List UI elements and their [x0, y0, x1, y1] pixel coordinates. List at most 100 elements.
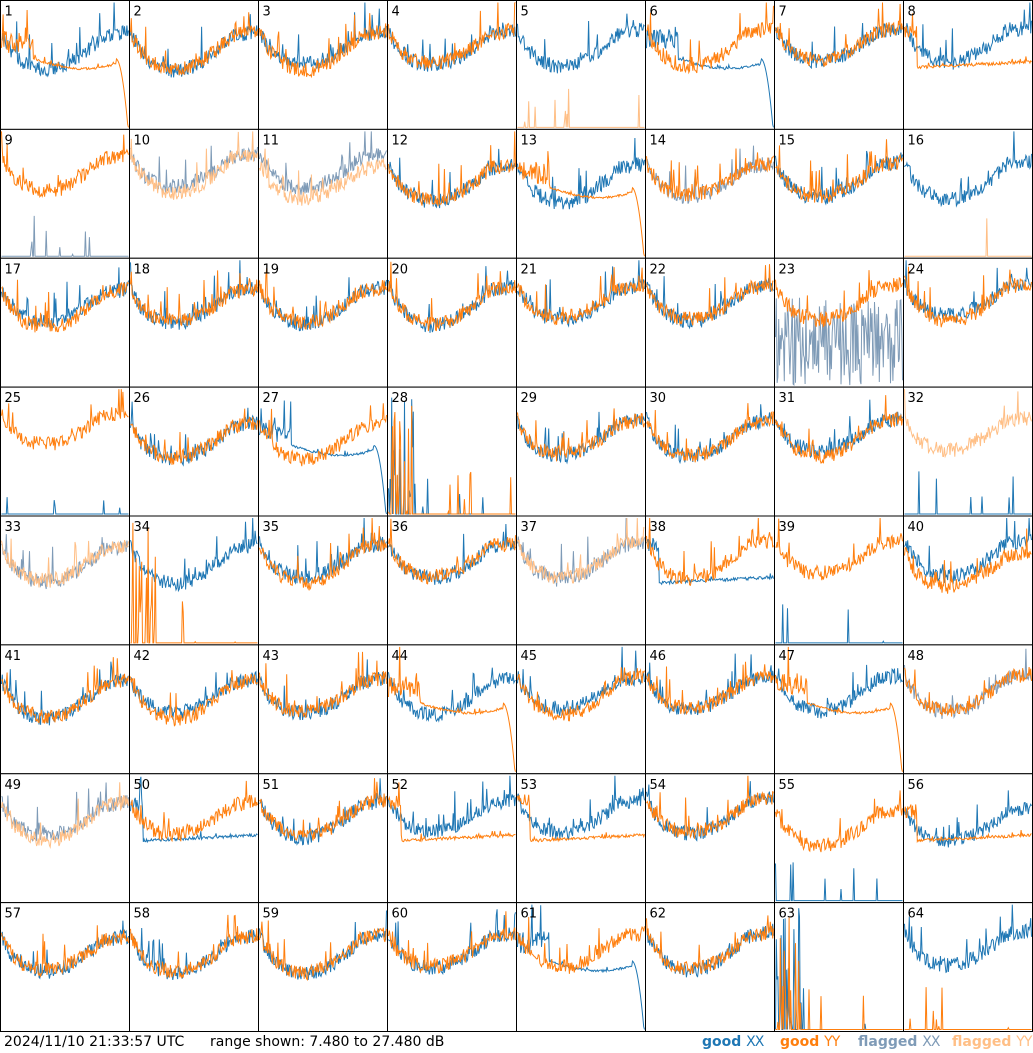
panel-label: 5: [521, 5, 529, 20]
panel-label: 43: [263, 649, 280, 664]
panel-label: 16: [908, 133, 925, 148]
panel-frame: [129, 515, 259, 646]
panel-60: 60: [387, 902, 517, 1032]
trace-yy-15: [775, 139, 903, 204]
trace-yy-27: [259, 403, 387, 467]
panel-label: 13: [521, 133, 538, 148]
panel-2: 2: [129, 0, 259, 130]
panel-33: 33: [0, 515, 130, 646]
panel-label: 33: [5, 520, 22, 535]
trace-xx-56: [904, 790, 1032, 848]
panel-55: 55: [774, 773, 904, 904]
panel-frame: [387, 515, 517, 646]
panel-frame: [129, 257, 259, 388]
panel-label: 25: [5, 391, 22, 406]
trace-yy-38: [646, 517, 774, 587]
trace-xx-35: [259, 517, 387, 585]
panel-51: 51: [258, 773, 388, 904]
trace-yy-43: [259, 651, 387, 718]
trace-yy-54: [646, 775, 774, 839]
panel-label: 6: [650, 5, 658, 20]
trace-yy-40: [904, 528, 1032, 594]
panel-1: 1: [0, 0, 130, 130]
panel-25: 25: [0, 386, 130, 517]
trace-yy-6: [646, 2, 774, 75]
trace-xx-52: [388, 775, 516, 840]
panel-53: 53: [516, 773, 646, 904]
panel-30: 30: [645, 386, 775, 517]
panel-label: 22: [650, 262, 667, 277]
legend-good-yy: good YY: [780, 1034, 840, 1050]
trace-xx-43: [259, 659, 387, 721]
panel-label: 35: [263, 520, 280, 535]
panel-label: 37: [521, 520, 538, 535]
panel-label: 55: [779, 778, 796, 793]
trace-yy-17: [1, 279, 129, 333]
trace-xx-45: [517, 646, 645, 717]
panel-61: 61: [516, 902, 646, 1032]
trace-xx-13: [517, 137, 645, 210]
panel-22: 22: [645, 257, 775, 388]
trace-xx-47: [775, 664, 903, 719]
panel-label: 42: [134, 649, 151, 664]
panel-label: 15: [779, 133, 796, 148]
panel-frame: [516, 128, 646, 259]
panel-52: 52: [387, 773, 517, 904]
trace-yy-26: [130, 408, 258, 465]
trace-yy-2: [130, 12, 258, 76]
trace-xx-44: [388, 667, 516, 723]
panel-frame: [387, 0, 517, 130]
panel-label: 47: [779, 649, 796, 664]
panel-36: 36: [387, 515, 517, 646]
panel-label: 44: [392, 649, 409, 664]
panel-24: 24: [903, 257, 1033, 388]
panel-frame: [387, 386, 517, 517]
panel-label: 41: [5, 649, 22, 664]
panel-label: 2: [134, 5, 142, 20]
panel-label: 64: [908, 907, 925, 922]
panel-label: 26: [134, 391, 151, 406]
panel-frame: [774, 0, 904, 130]
trace-yy-4: [388, 2, 516, 70]
panel-43: 43: [258, 644, 388, 775]
panel-label: 14: [650, 133, 667, 148]
trace-yy-64: [904, 987, 1032, 1030]
trace-yy-50: [130, 780, 258, 843]
panel-label: 1: [5, 5, 13, 20]
trace-xx-31: [775, 399, 903, 459]
trace-xx-1: [1, 2, 129, 78]
trace-yy-21: [517, 267, 645, 326]
panel-label: 8: [908, 5, 916, 20]
trace-yy-34: [130, 522, 258, 644]
panel-label: 50: [134, 778, 151, 793]
trace-yy-9: [1, 131, 129, 198]
trace-yy-32: [904, 389, 1032, 459]
panel-label: 49: [5, 778, 22, 793]
trace-yy-28: [388, 405, 516, 515]
panel-label: 17: [5, 262, 22, 277]
panel-47: 47: [774, 644, 904, 775]
trace-yy-47: [775, 646, 903, 772]
panel-label: 46: [650, 649, 667, 664]
trace-yy-52: [388, 782, 516, 843]
trace-yy-39: [775, 517, 903, 581]
panel-38: 38: [645, 515, 775, 646]
panel-label: 4: [392, 5, 400, 20]
trace-yy-51: [259, 778, 387, 841]
panel-label: 62: [650, 907, 667, 922]
panel-label: 61: [521, 907, 538, 922]
trace-xx-55: [775, 862, 903, 902]
panel-label: 40: [908, 520, 925, 535]
panel-label: 32: [908, 391, 925, 406]
trace-yy-1: [1, 9, 129, 128]
panel-3: 3: [258, 0, 388, 130]
trace-yy-49: [1, 782, 129, 849]
panel-label: 18: [134, 262, 151, 277]
trace-yy-23: [775, 270, 903, 328]
trace-yy-30: [646, 403, 774, 463]
panel-8: 8: [903, 0, 1033, 130]
trace-yy-59: [259, 920, 387, 982]
panel-35: 35: [258, 515, 388, 646]
trace-yy-12: [388, 131, 516, 207]
